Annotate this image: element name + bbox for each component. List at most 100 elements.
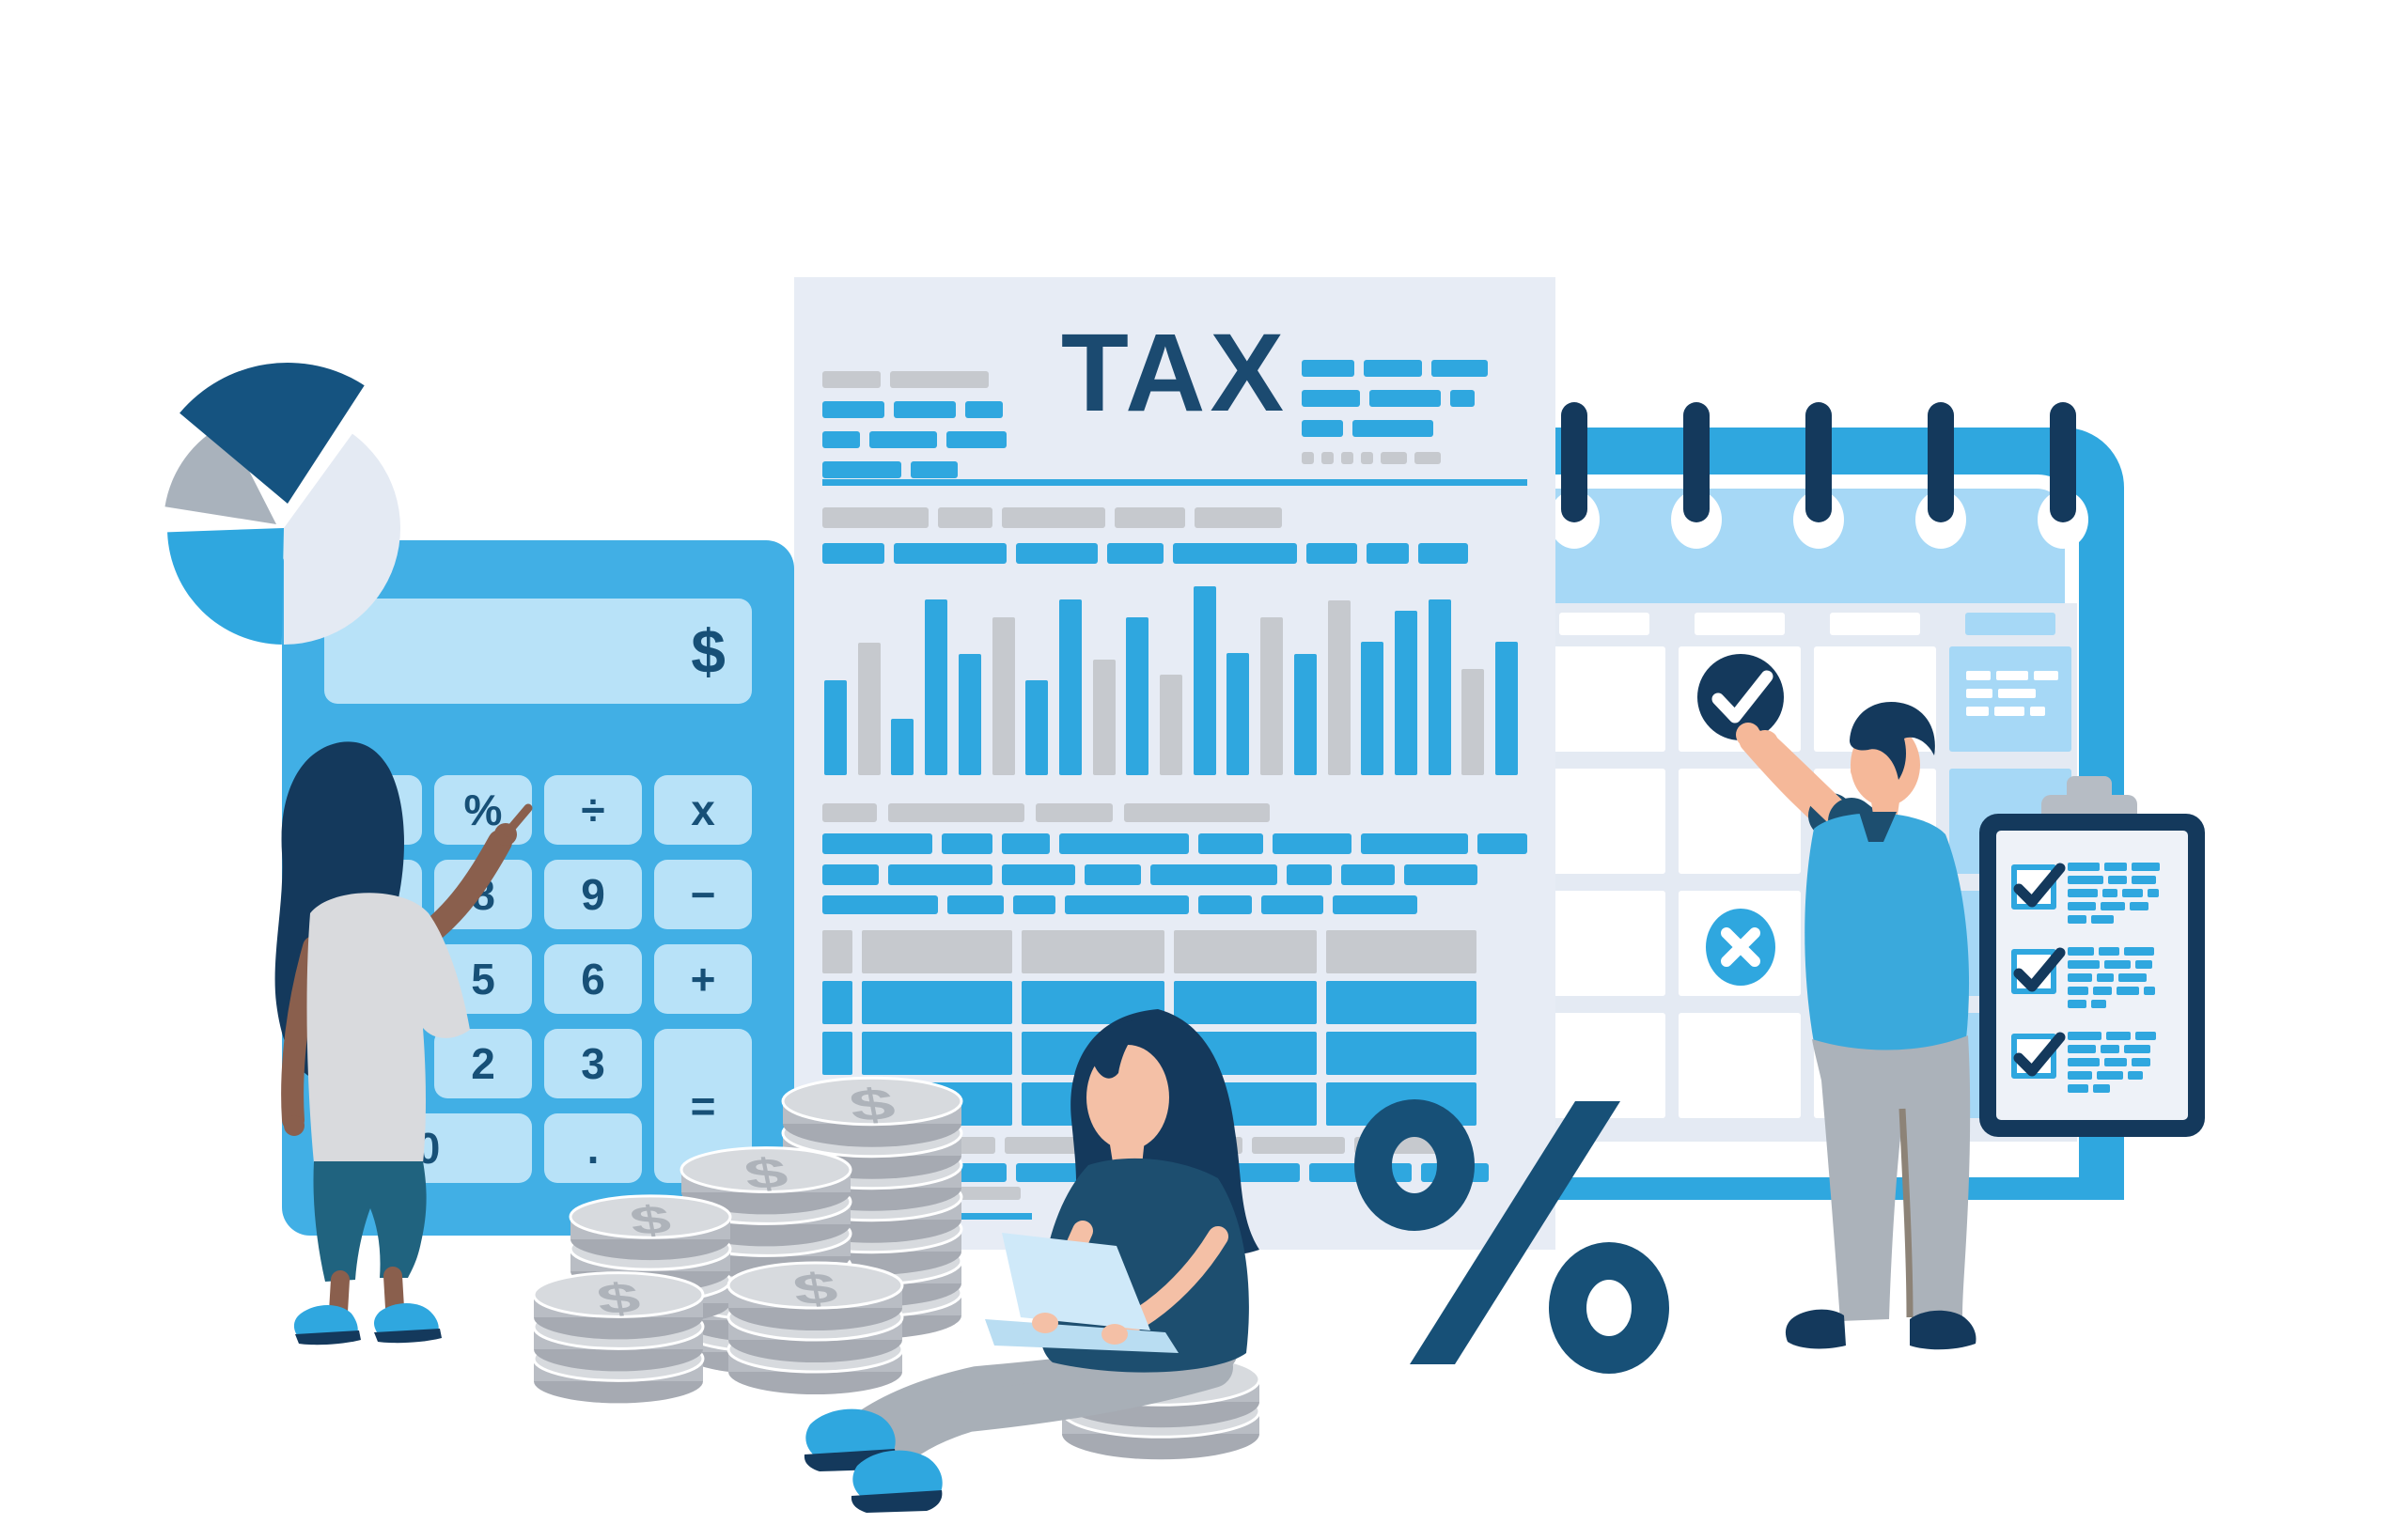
- text-line-segment: [1198, 833, 1263, 854]
- calc-button-−: −: [654, 860, 752, 929]
- chart-bar: [1025, 680, 1048, 775]
- standing-woman-shoe: [293, 1305, 358, 1338]
- coin-dollar-sign: $: [593, 1274, 644, 1323]
- calc-button-.: .: [544, 1113, 642, 1183]
- chart-bar: [824, 680, 847, 775]
- calendar-cell: [1814, 891, 1936, 996]
- calc-button-2: 2: [434, 1029, 532, 1098]
- text-line-segment: [893, 1187, 947, 1200]
- checklist-line-segment: [2068, 1084, 2088, 1093]
- text-line-segment: [1173, 543, 1297, 564]
- calc-button-3: 3: [544, 1029, 642, 1098]
- text-line-segment: [1104, 1163, 1161, 1182]
- checklist-line-segment: [2068, 876, 2103, 884]
- checklist-line-segment: [2068, 1000, 2086, 1008]
- calendar-cell: [1814, 1013, 1936, 1118]
- chart-bar: [891, 719, 914, 775]
- table-cell: [1174, 1032, 1317, 1075]
- text-line-segment: [1431, 360, 1488, 377]
- checklist-line-segment: [2148, 889, 2159, 897]
- text-line-segment: [1036, 803, 1113, 822]
- text-line-segment: [1369, 390, 1441, 407]
- calc-button-5: 5: [434, 944, 532, 1014]
- table-cell: [1022, 981, 1164, 1024]
- checklist-line-segment: [2132, 1058, 2150, 1066]
- calendar-cell: [1814, 646, 1936, 752]
- table-cell: [1022, 1032, 1164, 1075]
- binder-ring-pin: [2050, 402, 2076, 522]
- text-line-segment: [1273, 833, 1351, 854]
- table-cell: [822, 981, 852, 1024]
- text-line-segment: [1404, 864, 1477, 885]
- text-line-segment: [1002, 864, 1075, 885]
- standing-woman-shoe: [374, 1303, 439, 1336]
- text-line-segment: [965, 401, 1003, 418]
- chart-bar: [1461, 669, 1484, 775]
- text-line-segment: [1115, 507, 1185, 528]
- table-cell: [1326, 1032, 1476, 1075]
- text-line-segment: [1302, 360, 1354, 377]
- checklist-line-segment: [2068, 947, 2094, 956]
- chart-bar: [1059, 599, 1082, 775]
- checklist-line-segment: [2068, 1071, 2092, 1080]
- calc-button-8: 8: [434, 860, 532, 929]
- text-line-segment: [1361, 833, 1468, 854]
- calendar-cell: [1679, 1013, 1801, 1118]
- text-line-segment: [822, 431, 860, 448]
- chart-bar: [1328, 600, 1351, 775]
- document-title: TAX: [1060, 311, 1289, 435]
- calc-button-C: C: [324, 775, 422, 845]
- checklist-line-segment: [2101, 1045, 2119, 1053]
- signature-line: [893, 1213, 1032, 1220]
- note-line-segment: [1966, 707, 1989, 716]
- table-header-cell: [862, 930, 1012, 973]
- checklist-line-segment: [2130, 902, 2148, 910]
- text-line-segment: [822, 895, 938, 914]
- sitting-woman-shoe: [852, 1450, 943, 1500]
- text-line-segment: [1085, 864, 1141, 885]
- checklist-line-segment: [2091, 1000, 2106, 1008]
- text-line-segment: [1059, 833, 1189, 854]
- checklist-line-segment: [2093, 987, 2112, 995]
- man-shoe: [1910, 1310, 1976, 1350]
- checklist-line-segment: [2132, 876, 2156, 884]
- binder-ring-pin: [1683, 402, 1710, 522]
- text-line-segment: [957, 1187, 1021, 1200]
- checklist-line-segment: [2097, 973, 2114, 982]
- chart-bar: [1160, 675, 1182, 775]
- calc-button-+: +: [654, 944, 752, 1014]
- pie-slice-navy: [180, 363, 365, 504]
- checklist-line-segment: [2068, 1032, 2101, 1040]
- calendar-cell: [1543, 1013, 1665, 1118]
- signature-line: [1095, 1213, 1231, 1220]
- text-line-segment: [1107, 543, 1164, 564]
- note-line-segment: [1966, 689, 1992, 698]
- text-line-segment: [1414, 452, 1441, 464]
- text-line-segment: [869, 431, 937, 448]
- sitting-woman-shoe: [805, 1408, 896, 1458]
- calendar-day-label: [1559, 613, 1649, 635]
- note-line-segment: [1998, 689, 2036, 698]
- checklist-line-segment: [2135, 1032, 2156, 1040]
- chart-bar: [959, 654, 981, 775]
- binder-ring-pin: [1805, 402, 1832, 522]
- checklist-line-segment: [2068, 915, 2086, 924]
- calc-button-%: %: [434, 775, 532, 845]
- checklist-line-segment: [2101, 902, 2125, 910]
- text-line-segment: [1124, 803, 1270, 822]
- calc-button-1: 1: [324, 1029, 422, 1098]
- text-line-segment: [822, 833, 932, 854]
- checklist-line-segment: [2068, 902, 2096, 910]
- text-line-segment: [1450, 390, 1475, 407]
- chart-bar: [1093, 660, 1116, 775]
- checklist-line-segment: [2068, 973, 2092, 982]
- table-cell: [1174, 1082, 1317, 1126]
- checklist-line-segment: [2068, 960, 2100, 969]
- text-line-segment: [822, 864, 879, 885]
- pie-slice-blue: [167, 528, 284, 645]
- calendar-day-label: [1965, 613, 2055, 635]
- text-line-segment: [1065, 895, 1189, 914]
- text-line-segment: [1309, 1163, 1360, 1182]
- text-line-segment: [1421, 1163, 1489, 1182]
- checklist-line-segment: [2117, 987, 2139, 995]
